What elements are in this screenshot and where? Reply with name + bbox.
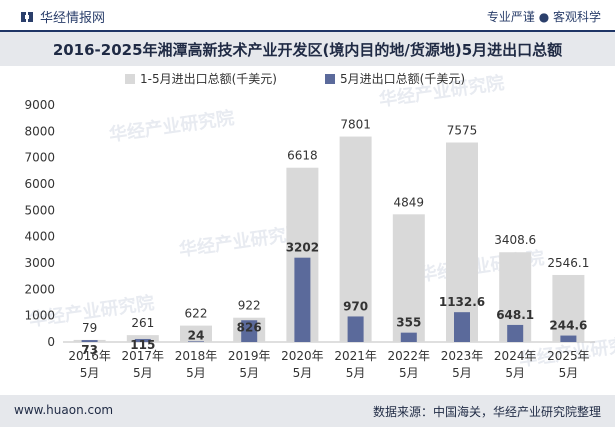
x-tick-label-year: 2020年 — [281, 349, 324, 363]
data-label-series-2: 970 — [343, 299, 368, 313]
bar-series-2 — [560, 335, 577, 342]
title-bar: 2016-2025年湘潭高新技术产业开发区(境内目的地/货源地)5月进出口总额 — [0, 30, 615, 66]
data-label-series-2: 115 — [130, 338, 155, 352]
y-tick-label: 0 — [47, 335, 55, 349]
y-tick-label: 6000 — [24, 177, 55, 191]
data-label-series-1: 2546.1 — [547, 256, 589, 270]
data-label-series-2: 3202 — [286, 241, 319, 255]
data-label-series-1: 261 — [131, 316, 154, 330]
x-tick-label-year: 2016年 — [68, 349, 111, 363]
bar-series-1 — [392, 214, 425, 342]
legend-swatch — [125, 74, 135, 84]
bar-series-2 — [454, 312, 470, 342]
x-tick-label-month: 5月 — [293, 366, 313, 380]
bar-series-1 — [339, 136, 372, 342]
data-label-series-2: 1132.6 — [439, 295, 485, 309]
x-tick-label-month: 5月 — [399, 366, 419, 380]
chart: 华经产业研究院华经产业研究院华经产业研究院华经产业研究院华经产业研究院华经产业研… — [24, 72, 615, 380]
legend-label: 5月进出口总额(千美元) — [340, 72, 465, 86]
x-tick-label-year: 2017年 — [122, 349, 165, 363]
bar-series-1 — [446, 142, 478, 342]
x-tick-label-month: 5月 — [346, 366, 366, 380]
data-label-series-1: 6618 — [287, 149, 318, 163]
bar-series-2 — [347, 316, 364, 342]
data-label-series-2: 24 — [188, 329, 205, 343]
footer: www.huaon.com 数据来源：中国海关，华经产业研究院整理 — [0, 395, 615, 427]
data-label-series-1: 922 — [238, 299, 261, 313]
footer-website: www.huaon.com — [14, 403, 114, 417]
y-tick-label: 8000 — [24, 124, 55, 138]
x-tick-label-month: 5月 — [239, 366, 259, 380]
x-tick-label-year: 2022年 — [388, 349, 431, 363]
x-tick-label-month: 5月 — [133, 366, 153, 380]
bar-series-2 — [134, 338, 151, 342]
y-tick-label: 2000 — [24, 282, 55, 296]
x-tick-label-month: 5月 — [505, 366, 525, 380]
data-label-series-2: 826 — [237, 321, 262, 335]
y-tick-label: 3000 — [24, 256, 55, 270]
bar-series-2 — [81, 340, 98, 342]
bar-series-2 — [507, 324, 524, 342]
data-label-series-1: 3408.6 — [494, 233, 536, 247]
bar-series-1 — [552, 274, 585, 342]
x-tick-label-year: 2023年 — [441, 349, 484, 363]
data-label-series-1: 7801 — [340, 118, 371, 132]
brand-name: 华经情报网 — [40, 11, 106, 26]
bar-series-1 — [180, 325, 212, 342]
brand-logo-icon — [21, 11, 33, 22]
bar-series-2 — [400, 332, 417, 342]
y-tick-label: 9000 — [24, 98, 55, 112]
bar-series-2 — [294, 257, 311, 342]
chart-title: 2016-2025年湘潭高新技术产业开发区(境内目的地/货源地)5月进出口总额 — [52, 41, 563, 59]
x-tick-label-year: 2019年 — [228, 349, 271, 363]
y-tick-label: 4000 — [24, 230, 55, 244]
data-label-series-2: 244.6 — [549, 319, 587, 333]
brand: 华经情报网 — [20, 7, 105, 26]
watermark-text: 华经产业研究院 — [108, 107, 236, 146]
bar-series-2 — [241, 320, 258, 342]
data-label-series-2: 648.1 — [496, 308, 534, 322]
x-tick-label-year: 2021年 — [334, 349, 377, 363]
x-tick-label-year: 2018年 — [175, 349, 218, 363]
y-tick-label: 7000 — [24, 151, 55, 165]
data-label-series-1: 7575 — [447, 124, 478, 138]
bar-series-2 — [188, 341, 204, 342]
data-label-series-1: 79 — [82, 321, 97, 335]
bar-series-1 — [126, 335, 159, 342]
y-tick-label: 5000 — [24, 203, 55, 217]
data-label-series-1: 4849 — [394, 195, 425, 209]
x-tick-label-year: 2024年 — [494, 349, 537, 363]
legend-label: 1-5月进出口总额(千美元) — [140, 72, 277, 86]
x-tick-label-month: 5月 — [559, 366, 579, 380]
data-label-series-2: 355 — [396, 316, 421, 330]
footer-source: 数据来源：中国海关，华经产业研究院整理 — [372, 405, 601, 419]
legend-swatch — [325, 74, 335, 84]
data-label-series-1: 622 — [185, 307, 208, 321]
y-tick-label: 1000 — [24, 309, 55, 323]
x-tick-label-year: 2025年 — [547, 349, 590, 363]
slogan: 专业严谨 ● 客观科学 — [486, 10, 601, 24]
x-tick-label-month: 5月 — [452, 366, 472, 380]
x-tick-label-month: 5月 — [186, 366, 206, 380]
x-tick-label-month: 5月 — [80, 366, 100, 380]
data-label-series-2: 73 — [81, 343, 98, 357]
top-bar: 华经情报网 专业严谨 ● 客观科学 — [0, 0, 615, 30]
